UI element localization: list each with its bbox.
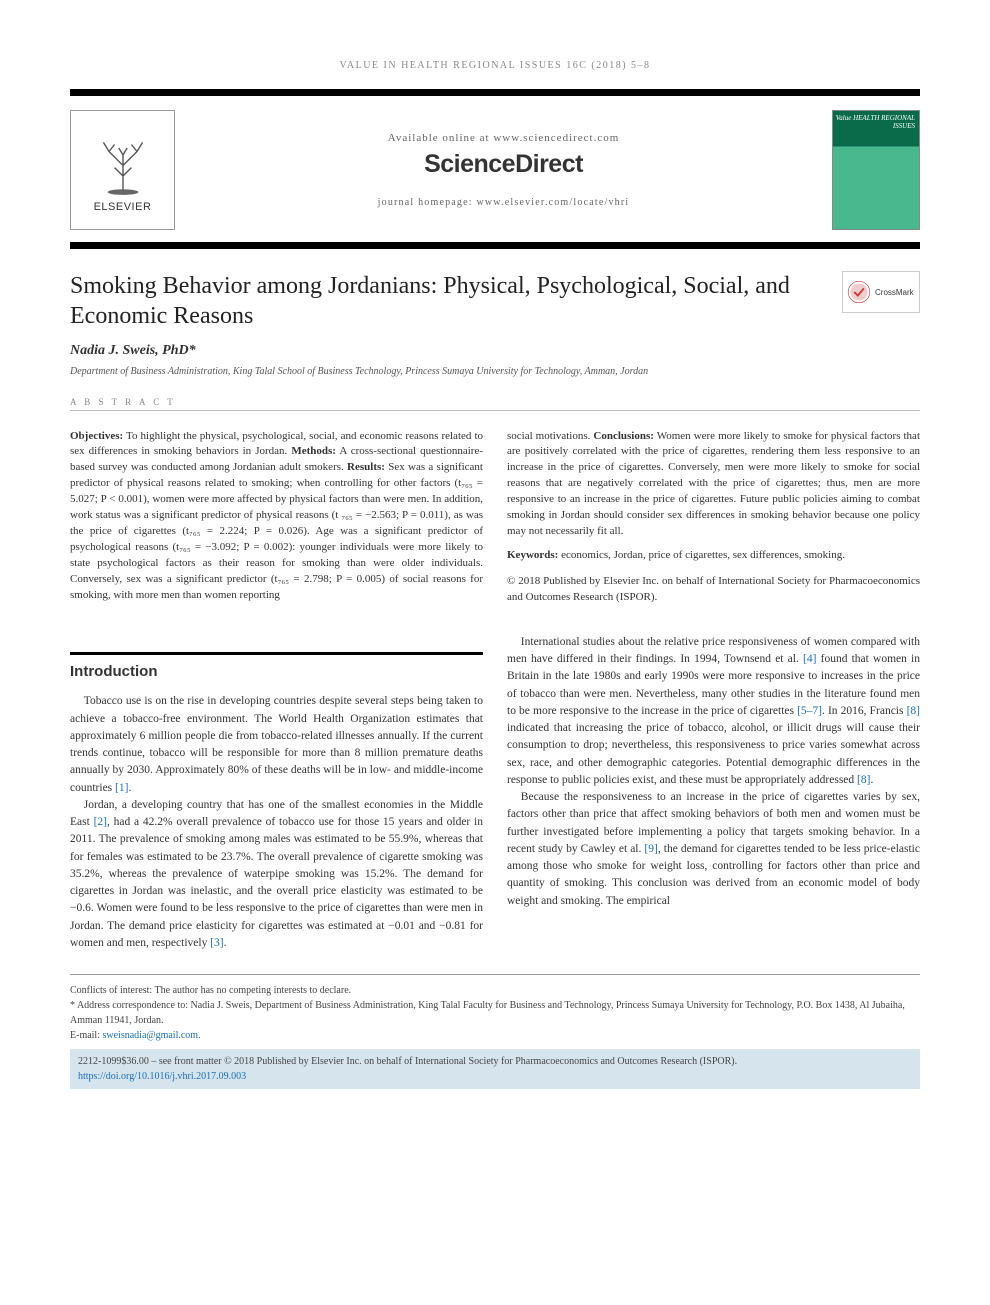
abstract-right-text: social motivations. Conclusions: Women w… [507,429,920,541]
title-row: Smoking Behavior among Jordanians: Physi… [70,249,920,343]
elsevier-logo: ELSEVIER [70,110,175,230]
abstract-right-col: social motivations. Conclusions: Women w… [507,429,920,606]
abstract-keywords: Keywords: economics, Jordan, price of ci… [507,548,920,564]
introduction-heading: Introduction [70,652,483,684]
body-right-col: International studies about the relative… [507,634,920,952]
footer-rule [70,974,920,983]
journal-homepage-line: journal homepage: www.elsevier.com/locat… [193,197,814,208]
abstract-label: A B S T R A C T [70,397,920,411]
journal-cover-thumbnail: Value HEALTH REGIONAL ISSUES [832,110,920,230]
footer: Conflicts of interest: The author has no… [70,983,920,1089]
correspondence-line: * Address correspondence to: Nadia J. Sw… [70,998,920,1028]
publication-bar: 2212-1099$36.00 – see front matter © 201… [70,1049,920,1089]
available-online-line: Available online at www.sciencedirect.co… [193,132,814,144]
body-left-col: Introduction Tobacco use is on the rise … [70,634,483,952]
abstract-columns: Objectives: To highlight the physical, p… [70,429,920,606]
cover-title: Value HEALTH REGIONAL ISSUES [833,115,915,130]
author-name: Nadia J. Sweis, PhD* [70,343,920,359]
abstract-left-text: Objectives: To highlight the physical, p… [70,430,483,601]
running-header: VALUE IN HEALTH REGIONAL ISSUES 16C (201… [70,60,920,71]
crossmark-badge[interactable]: CrossMark [842,271,920,313]
crossmark-icon [847,280,871,304]
sciencedirect-brand: ScienceDirect [193,150,814,179]
email-label: E-mail: [70,1030,100,1041]
body-columns: Introduction Tobacco use is on the rise … [70,634,920,952]
journal-header: ELSEVIER Available online at www.science… [70,96,920,249]
author-email[interactable]: sweisnadia@gmail.com. [103,1030,201,1041]
abstract-left-col: Objectives: To highlight the physical, p… [70,429,483,606]
intro-para-1: Tobacco use is on the rise in developing… [70,693,483,797]
intro-para-2: Jordan, a developing country that has on… [70,797,483,952]
doi-link[interactable]: https://doi.org/10.1016/j.vhri.2017.09.0… [78,1069,912,1084]
author-affiliation: Department of Business Administration, K… [70,365,850,379]
elsevier-tree-icon [88,127,158,197]
abstract-copyright: © 2018 Published by Elsevier Inc. on beh… [507,574,920,606]
top-black-rule [70,89,920,96]
intro-para-3: International studies about the relative… [507,634,920,789]
intro-para-4: Because the responsiveness to an increas… [507,789,920,910]
email-line: E-mail: sweisnadia@gmail.com. [70,1028,920,1043]
crossmark-label: CrossMark [875,288,914,297]
article-title: Smoking Behavior among Jordanians: Physi… [70,271,822,331]
elsevier-wordmark: ELSEVIER [94,201,152,213]
header-center: Available online at www.sciencedirect.co… [193,132,814,208]
conflicts-line: Conflicts of interest: The author has no… [70,983,920,998]
issn-line: 2212-1099$36.00 – see front matter © 201… [78,1054,912,1069]
